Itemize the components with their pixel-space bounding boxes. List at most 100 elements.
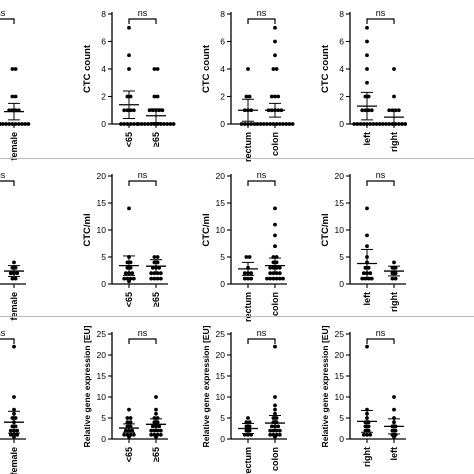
- data-point: [122, 432, 127, 437]
- significance-label: ns: [376, 328, 386, 338]
- y-tick-label: 15: [97, 198, 107, 208]
- data-point: [155, 255, 160, 259]
- data-point: [242, 271, 247, 276]
- significance-bracket: [366, 338, 395, 344]
- data-point: [255, 122, 260, 126]
- data-point: [244, 255, 249, 259]
- data-point: [400, 122, 404, 126]
- y-tick-label: 10: [97, 392, 107, 402]
- data-point: [271, 67, 276, 71]
- significance-bracket: [366, 18, 395, 24]
- data-point: [150, 265, 155, 270]
- y-tick-label: 15: [335, 198, 345, 208]
- data-point: [12, 435, 16, 439]
- data-point: [155, 420, 160, 425]
- significance-label: ns: [0, 8, 6, 18]
- data-point: [284, 122, 289, 126]
- data-point: [146, 122, 150, 126]
- y-tick-label: 2: [220, 92, 225, 102]
- y-tick-label: 15: [216, 371, 226, 381]
- y-axis-title: CTC count: [82, 44, 93, 93]
- data-point: [122, 108, 127, 113]
- x-category-label: colon: [270, 132, 280, 156]
- significance-label: ns: [257, 328, 267, 338]
- y-tick-label: 5: [220, 252, 225, 262]
- y-axis-title: CTC count: [320, 44, 331, 93]
- data-point: [10, 265, 15, 270]
- data-point: [162, 122, 166, 126]
- data-point: [393, 265, 398, 270]
- x-category-label: right: [389, 292, 399, 312]
- data-point: [128, 416, 133, 420]
- data-point: [10, 94, 15, 99]
- data-point: [128, 265, 133, 270]
- data-point: [158, 271, 163, 276]
- x-category-label: right: [389, 132, 399, 152]
- y-tick-label: 20: [97, 350, 107, 360]
- data-point: [365, 344, 369, 349]
- data-point: [12, 344, 16, 349]
- y-tick-label: 0: [220, 434, 225, 444]
- x-category-label: <65: [124, 447, 134, 462]
- data-point: [127, 25, 131, 30]
- data-point: [246, 67, 250, 71]
- data-point: [4, 122, 8, 126]
- data-point: [26, 122, 31, 126]
- significance-label: ns: [0, 170, 6, 180]
- data-point: [273, 411, 277, 416]
- data-point: [16, 122, 21, 126]
- data-point: [358, 122, 363, 126]
- y-tick-label: 4: [339, 64, 344, 74]
- row-separator: [0, 158, 474, 159]
- data-point: [249, 276, 254, 281]
- data-point: [363, 428, 368, 433]
- y-tick-label: 20: [97, 171, 107, 181]
- data-point: [154, 407, 158, 412]
- data-point: [365, 206, 369, 211]
- data-point: [125, 420, 130, 425]
- x-category-label: left: [362, 132, 372, 146]
- y-tick-label: 0: [101, 279, 106, 289]
- data-point: [393, 276, 398, 281]
- y-axis-title: CTC/ml: [320, 213, 331, 246]
- x-category-label: ≥65: [151, 447, 161, 462]
- data-point: [273, 39, 277, 44]
- data-point: [13, 265, 18, 270]
- data-point: [154, 411, 158, 416]
- data-point: [271, 265, 276, 270]
- data-point: [10, 276, 15, 281]
- data-point: [246, 276, 250, 281]
- data-point: [12, 395, 16, 399]
- data-point: [281, 276, 285, 281]
- data-point: [246, 122, 250, 126]
- data-point: [125, 108, 130, 113]
- data-point: [366, 94, 371, 99]
- data-point: [268, 265, 273, 270]
- data-point: [244, 424, 249, 429]
- data-point: [277, 432, 282, 437]
- y-tick-label: 5: [101, 413, 106, 423]
- data-point: [276, 424, 281, 429]
- data-point: [366, 424, 371, 429]
- data-point: [125, 416, 130, 420]
- data-point: [244, 94, 249, 99]
- x-category-label: left: [389, 447, 399, 461]
- data-point: [12, 260, 16, 265]
- data-point: [274, 265, 279, 270]
- data-point: [125, 265, 130, 270]
- data-point: [10, 416, 15, 420]
- data-point: [273, 244, 277, 249]
- y-tick-label: 5: [220, 413, 225, 423]
- data-point: [274, 276, 279, 281]
- data-point: [13, 122, 18, 126]
- data-point: [13, 94, 18, 99]
- data-point: [365, 25, 369, 30]
- y-tick-label: 5: [101, 252, 106, 262]
- data-point: [247, 428, 252, 433]
- x-category-label: colon: [270, 447, 280, 471]
- data-point: [171, 122, 176, 126]
- data-point: [149, 276, 154, 281]
- data-point: [128, 122, 133, 126]
- chart-panel: 0 2 4 6 8 CTC count <65 ≥65 ns: [82, 8, 176, 147]
